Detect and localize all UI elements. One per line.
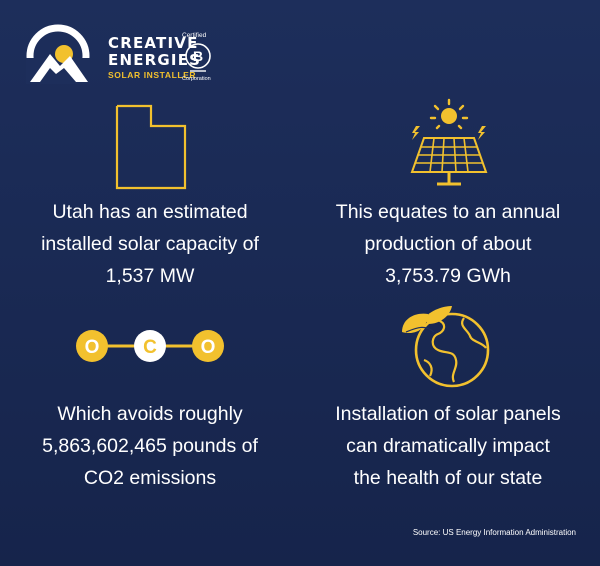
b-corp-certified-label: Certified — [182, 32, 207, 39]
stat-line: 3,753.79 GWh — [385, 265, 511, 287]
stat-line: Utah has an estimated — [52, 201, 248, 223]
stat-line: production of about — [364, 233, 532, 255]
b-corp-letter: B — [193, 48, 203, 64]
stat-line: installed solar capacity of — [41, 233, 259, 255]
earth-leaf-icon — [402, 306, 490, 388]
source-citation: Source: US Energy Information Administra… — [412, 528, 576, 537]
oxygen-atom-left: O — [85, 337, 100, 358]
stat-co2-avoided: Which avoids roughly 5,863,602,465 pound… — [10, 398, 290, 494]
stat-line: can dramatically impact — [346, 435, 550, 457]
stat-line: the health of our state — [353, 467, 543, 489]
utah-outline-icon — [115, 104, 187, 190]
b-corp-badge: Certified B Corporation — [182, 32, 216, 84]
brand-name-line1: CREATIVE — [108, 34, 199, 52]
stat-line: 1,537 MW — [105, 265, 195, 287]
stat-line: Installation of solar panels — [335, 403, 561, 425]
b-corp-icon: B — [185, 43, 211, 72]
stat-health-impact: Installation of solar panels can dramati… — [308, 398, 588, 494]
stat-annual-production: This equates to an annual production of … — [308, 196, 588, 292]
brand-name-line2: ENERGIES — [108, 51, 202, 69]
stat-line: 5,863,602,465 pounds of — [42, 435, 258, 457]
co2-molecule-icon: O C O — [76, 330, 224, 362]
stat-line: Which avoids roughly — [57, 403, 243, 425]
carbon-atom: C — [143, 337, 157, 358]
oxygen-atom-right: O — [201, 337, 216, 358]
b-corp-corporation-label: Corporation — [182, 76, 211, 82]
stat-line: This equates to an annual — [335, 201, 561, 223]
brand-logo: CREATIVE ENERGIES SOLAR INSTALLER — [26, 24, 226, 84]
solar-panel-sun-icon — [410, 98, 488, 186]
brand-tagline: SOLAR INSTALLER — [108, 70, 197, 80]
stat-solar-capacity: Utah has an estimated installed solar ca… — [10, 196, 290, 292]
stat-line: CO2 emissions — [83, 467, 217, 489]
mountain-sun-logo-icon — [26, 24, 90, 84]
